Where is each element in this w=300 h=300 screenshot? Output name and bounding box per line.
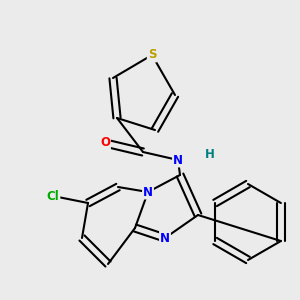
Text: N: N: [173, 154, 183, 166]
Text: O: O: [100, 136, 110, 149]
Text: S: S: [148, 49, 156, 62]
Text: Cl: Cl: [46, 190, 59, 202]
Text: H: H: [205, 148, 215, 160]
Text: N: N: [143, 185, 153, 199]
Text: N: N: [160, 232, 170, 244]
